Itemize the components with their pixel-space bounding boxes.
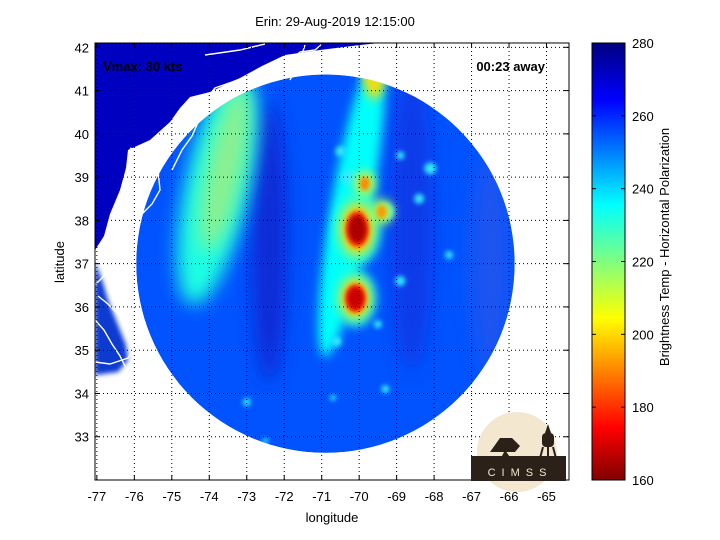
x-tick-label: -68 — [425, 489, 444, 504]
coastline-segment — [129, 147, 161, 215]
vmax-annotation: Vmax: 30 kts — [103, 59, 183, 74]
colorbar-tick-label: 260 — [632, 109, 654, 124]
colorbar-ticks: 160 180 200 220 240 260 280 — [592, 36, 654, 488]
colorbar — [591, 42, 626, 481]
chart-title: Erin: 29-Aug-2019 12:15:00 — [255, 14, 415, 29]
y-tick-label: 34 — [75, 386, 89, 401]
logo-banner — [474, 460, 566, 480]
x-tick-label: -69 — [387, 489, 406, 504]
x-axis-label: longitude — [306, 510, 359, 525]
y-tick-label: 42 — [75, 40, 89, 55]
convective-cell — [414, 193, 425, 204]
coastline-segment — [299, 55, 361, 73]
warm-core-north — [348, 215, 367, 244]
logo-dish-base — [500, 450, 512, 460]
x-tick-label: -77 — [87, 489, 106, 504]
cold-streak — [251, 102, 288, 383]
convective-cell — [329, 394, 336, 401]
coastline-segment — [111, 213, 133, 257]
y-tick-label: 39 — [75, 170, 89, 185]
colorbar-tick-label: 240 — [632, 182, 654, 197]
x-tick-label: -66 — [500, 489, 519, 504]
colorbar-tick-label: 220 — [632, 255, 654, 270]
warm-cell — [359, 176, 370, 191]
coastline-segment — [171, 99, 209, 171]
convective-cell — [373, 320, 382, 329]
convective-cell — [335, 146, 346, 157]
colorbar-tick-label: 280 — [632, 36, 654, 51]
coastal-warm-core — [200, 87, 250, 251]
convective-cell — [262, 438, 269, 445]
cell-halo — [363, 74, 386, 82]
convective-cell — [396, 151, 405, 160]
logo-dish — [490, 438, 520, 452]
coastline-segment — [95, 295, 137, 365]
x-tick-label: -75 — [162, 489, 181, 504]
x-tick-label: -73 — [237, 489, 256, 504]
convective-cell — [445, 251, 454, 260]
coastline-segment — [95, 319, 127, 369]
x-tick-label: -71 — [312, 489, 331, 504]
colorbar-label: Brightness Temp - Horizontal Polarizatio… — [657, 128, 672, 366]
coastline-segment — [133, 145, 149, 199]
swath-image — [136, 51, 515, 453]
y-tick-label: 37 — [75, 257, 89, 272]
warm-core-south — [347, 287, 364, 310]
x-tick-label: -74 — [200, 489, 219, 504]
y-tick-label: 41 — [75, 84, 89, 99]
colorbar-tick-label: 160 — [632, 473, 654, 488]
coastline-segment — [204, 43, 266, 56]
x-tick-label: -65 — [537, 489, 556, 504]
plot-area — [95, 43, 515, 453]
coastline — [95, 43, 361, 369]
cimss-logo: CIMSS — [471, 412, 566, 492]
logo-tower-top — [545, 424, 551, 433]
time-away-annotation: 00:23 away — [476, 59, 545, 74]
logo-text: CIMSS — [488, 467, 553, 479]
plot-frame — [94, 42, 570, 481]
coastline-segment — [289, 44, 306, 81]
convective-cell — [424, 162, 437, 175]
y-axis-label: latitude — [52, 241, 67, 283]
x-axis: -77 -76 -75 -74 -73 -72 -71 -70 -69 -68 -67 -66 -65 — [87, 43, 556, 504]
warm-cell — [369, 74, 380, 76]
warm-cell — [376, 204, 387, 219]
land-mass-south — [95, 262, 128, 375]
colorbar-tick-label: 180 — [632, 400, 654, 415]
colorbar-tick-label: 200 — [632, 327, 654, 342]
north-band-tail — [364, 74, 385, 100]
y-tick-label: 36 — [75, 300, 89, 315]
coastline-segment — [184, 91, 239, 109]
logo-tower-legs — [538, 446, 558, 463]
land-overlay — [95, 43, 380, 375]
y-tick-label: 38 — [75, 213, 89, 228]
land-mass — [95, 43, 380, 250]
convective-cell — [395, 275, 406, 286]
x-tick-label: -70 — [350, 489, 369, 504]
north-band-core — [369, 51, 379, 69]
y-tick-label: 33 — [75, 430, 89, 445]
y-axis: 33 34 35 36 37 38 39 40 41 42 — [75, 40, 569, 445]
cold-streak — [470, 153, 511, 374]
convective-cell — [242, 398, 251, 407]
coastline-segment — [289, 43, 323, 61]
coastline-segment — [101, 261, 119, 293]
convective-cell — [178, 392, 189, 403]
logo-tower — [542, 433, 554, 447]
y-tick-label: 40 — [75, 127, 89, 142]
convective-cell — [381, 385, 390, 394]
grid-lines — [95, 43, 569, 480]
convective-cell — [331, 336, 342, 347]
y-tick-label: 35 — [75, 343, 89, 358]
x-tick-label: -76 — [125, 489, 144, 504]
x-tick-label: -72 — [275, 489, 294, 504]
x-tick-label: -67 — [462, 489, 481, 504]
